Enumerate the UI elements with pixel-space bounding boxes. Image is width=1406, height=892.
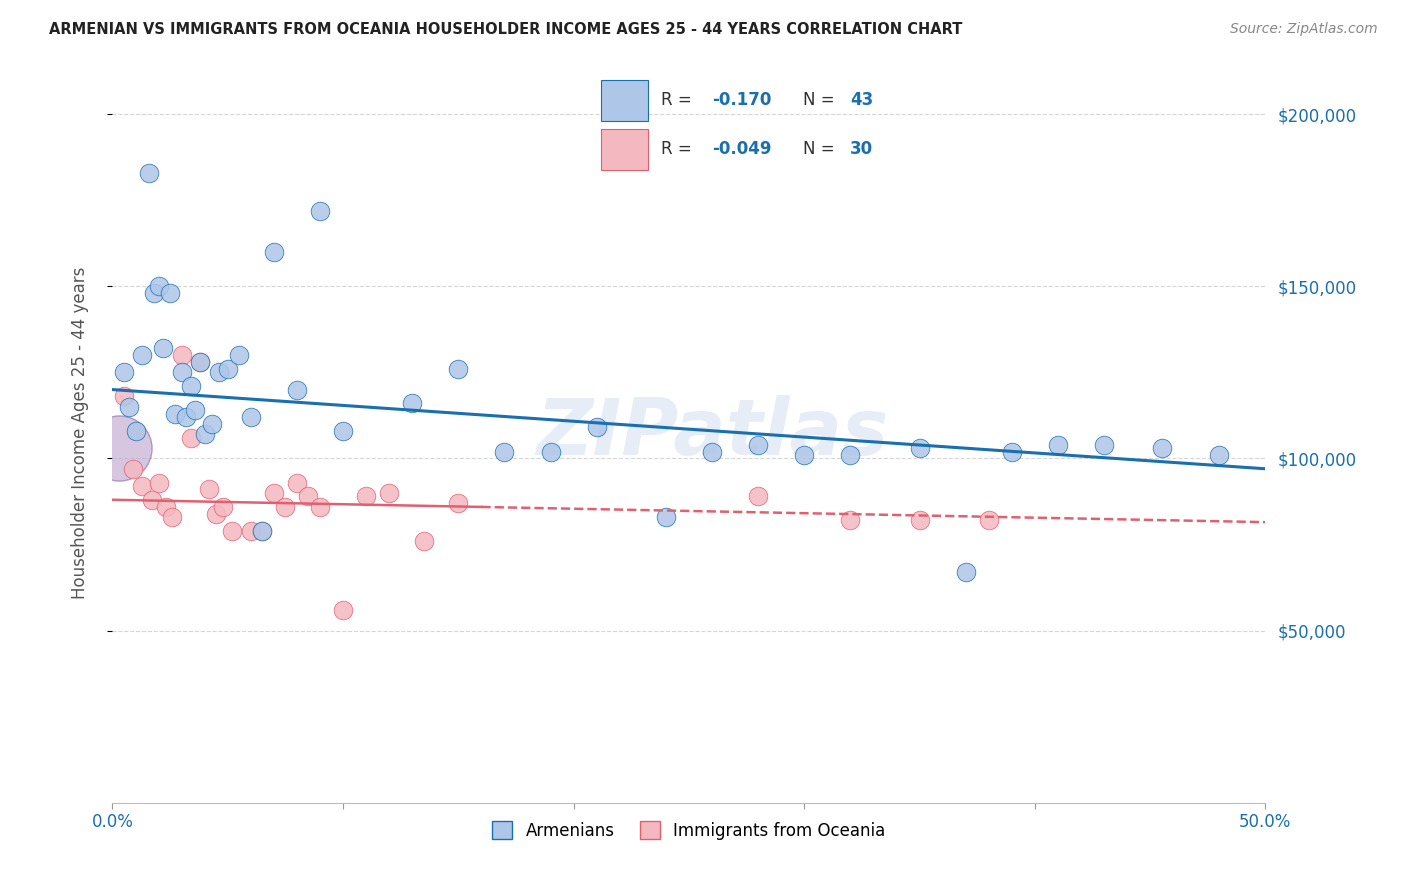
Text: 43: 43 (851, 91, 873, 109)
Point (263, 244, 285, 259)
Point (239, 410, 262, 425)
Point (228, 348, 250, 362)
Point (252, 524, 274, 538)
Text: R =: R = (661, 141, 697, 159)
Point (494, 444, 516, 458)
Point (205, 507, 228, 521)
Point (285, 475, 308, 490)
Point (332, 424, 354, 438)
Point (159, 286, 181, 301)
Point (162, 510, 184, 524)
Point (700, 444, 723, 458)
Point (655, 510, 678, 524)
Point (143, 286, 166, 301)
Point (152, 341, 174, 355)
Point (378, 486, 401, 500)
Text: R =: R = (661, 91, 697, 109)
Text: ARMENIAN VS IMMIGRANTS FROM OCEANIA HOUSEHOLDER INCOME AGES 25 - 44 YEARS CORREL: ARMENIAN VS IMMIGRANTS FROM OCEANIA HOUS… (49, 22, 963, 37)
Point (354, 489, 377, 503)
Point (585, 420, 607, 434)
Point (955, 565, 977, 579)
Point (198, 483, 221, 497)
Point (212, 500, 235, 514)
Point (285, 383, 308, 397)
Point (112, 389, 135, 403)
Point (124, 424, 146, 438)
Point (309, 203, 332, 218)
Point (141, 492, 163, 507)
Y-axis label: Householder Income Ages 25 - 44 years: Householder Income Ages 25 - 44 years (70, 267, 89, 599)
Text: -0.170: -0.170 (711, 91, 772, 109)
FancyBboxPatch shape (600, 80, 648, 120)
Point (401, 396, 423, 410)
Point (163, 407, 186, 421)
Point (977, 513, 1000, 527)
Point (122, 462, 145, 476)
Point (274, 500, 297, 514)
Point (217, 362, 239, 376)
Point (1001, 444, 1024, 458)
Point (221, 524, 243, 538)
Point (194, 427, 217, 442)
Point (188, 355, 211, 369)
Point (540, 444, 562, 458)
Point (747, 438, 769, 452)
Point (108, 441, 131, 455)
Text: -0.049: -0.049 (711, 141, 772, 159)
Point (908, 441, 931, 455)
Point (447, 496, 470, 510)
Point (170, 365, 193, 379)
Point (138, 166, 160, 180)
Point (263, 486, 285, 500)
Point (180, 431, 202, 445)
Point (201, 417, 224, 431)
Point (1150, 441, 1173, 455)
Point (207, 365, 229, 379)
Point (148, 279, 170, 293)
Point (117, 400, 139, 414)
Point (793, 448, 815, 462)
Point (412, 534, 434, 549)
Point (155, 500, 177, 514)
Point (112, 365, 135, 379)
Legend: Armenians, Immigrants from Oceania: Armenians, Immigrants from Oceania (486, 814, 891, 847)
Point (297, 489, 319, 503)
Point (747, 489, 769, 503)
Text: N =: N = (803, 91, 839, 109)
Point (184, 403, 207, 417)
Point (180, 379, 202, 393)
Point (1046, 438, 1069, 452)
Point (170, 348, 193, 362)
Point (839, 513, 862, 527)
Point (131, 348, 153, 362)
Point (1208, 448, 1230, 462)
Point (131, 479, 153, 493)
Point (839, 448, 862, 462)
Text: Source: ZipAtlas.com: Source: ZipAtlas.com (1230, 22, 1378, 37)
Point (309, 500, 332, 514)
Text: 30: 30 (851, 141, 873, 159)
Point (1092, 438, 1115, 452)
FancyBboxPatch shape (600, 129, 648, 169)
Point (908, 513, 931, 527)
Point (174, 410, 197, 425)
Text: N =: N = (803, 141, 839, 159)
Point (148, 475, 170, 490)
Point (188, 355, 211, 369)
Point (252, 524, 274, 538)
Point (447, 362, 470, 376)
Point (332, 603, 354, 617)
Point (239, 524, 262, 538)
Text: ZIPatlas: ZIPatlas (536, 394, 889, 471)
